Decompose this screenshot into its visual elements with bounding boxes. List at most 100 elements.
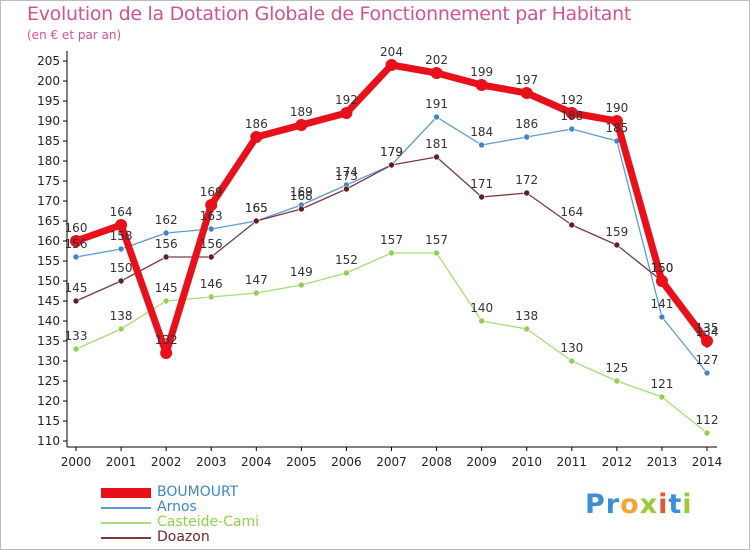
y-tick-label: 180 (37, 154, 60, 168)
proxiti-logo: Proxiti (585, 489, 693, 520)
data-point-boumourt (160, 347, 173, 359)
data-label-arnos: 141 (650, 297, 673, 311)
data-point-arnos (658, 313, 666, 321)
y-tick-label: 155 (37, 254, 60, 268)
data-label-casteide-cami: 133 (65, 329, 88, 343)
data-point-doazon (523, 189, 531, 197)
x-tick-label: 2001 (106, 455, 137, 469)
logo-letter: t (668, 489, 683, 520)
data-label-doazon: 134 (696, 325, 719, 339)
data-label-casteide-cami: 112 (696, 413, 719, 427)
data-point-doazon (478, 193, 485, 201)
data-label-arnos: 163 (200, 209, 223, 223)
data-label-arnos: 169 (290, 185, 313, 199)
data-label-doazon: 156 (200, 237, 223, 251)
data-label-boumourt: 169 (200, 185, 223, 199)
data-point-arnos (478, 141, 485, 149)
data-label-boumourt: 190 (605, 101, 628, 115)
x-tick-label: 2007 (376, 455, 407, 469)
legend-swatch (101, 506, 151, 509)
data-label-boumourt: 199 (470, 65, 493, 79)
data-label-boumourt: 197 (515, 73, 538, 87)
data-point-casteide-cami (433, 249, 440, 257)
data-point-arnos (117, 245, 125, 253)
data-label-doazon: 159 (605, 225, 628, 239)
y-tick-label: 190 (37, 114, 60, 128)
data-label-arnos: 184 (470, 125, 493, 139)
data-label-doazon: 171 (470, 177, 493, 191)
data-label-boumourt: 204 (380, 45, 403, 59)
y-tick-label: 175 (37, 174, 60, 188)
data-label-casteide-cami: 121 (650, 377, 673, 391)
data-label-arnos: 127 (696, 353, 719, 367)
legend-label: Arnos (157, 499, 197, 515)
data-point-casteide-cami (162, 297, 170, 305)
x-tick-label: 2003 (196, 455, 227, 469)
data-point-doazon (343, 185, 350, 193)
data-point-arnos (72, 253, 80, 261)
data-point-boumourt (385, 59, 398, 71)
data-point-arnos (207, 225, 215, 233)
y-tick-label: 150 (37, 274, 60, 288)
logo-letter: P (585, 489, 606, 520)
x-tick-label: 2009 (466, 455, 497, 469)
x-tick-label: 2000 (61, 455, 92, 469)
x-tick-label: 2008 (421, 455, 452, 469)
data-point-casteide-cami (568, 357, 576, 365)
y-tick-label: 195 (37, 94, 60, 108)
data-point-arnos (433, 113, 440, 121)
x-tick-label: 2013 (647, 455, 678, 469)
y-tick-label: 160 (37, 234, 60, 248)
data-label-doazon: 168 (290, 189, 313, 203)
data-point-boumourt (475, 79, 488, 91)
legend-item-doazon: Doazon (101, 530, 259, 545)
legend-label: BOUMOURT (157, 484, 239, 500)
data-label-doazon: 150 (110, 261, 133, 275)
data-point-boumourt (565, 107, 578, 119)
y-tick-label: 110 (37, 434, 60, 448)
x-tick-label: 2011 (557, 455, 588, 469)
legend-item-arnos: Arnos (101, 500, 259, 515)
data-point-casteide-cami (388, 249, 395, 257)
logo-letter: i (682, 489, 693, 520)
data-label-doazon: 165 (245, 201, 268, 215)
data-label-doazon: 173 (335, 169, 358, 183)
data-point-boumourt (205, 199, 218, 211)
data-label-doazon: 156 (155, 237, 178, 251)
data-point-casteide-cami (703, 429, 711, 437)
data-point-arnos (523, 133, 531, 141)
data-label-casteide-cami: 130 (560, 341, 583, 355)
x-tick-label: 2006 (331, 455, 362, 469)
data-label-casteide-cami: 147 (245, 273, 268, 287)
y-tick-label: 115 (37, 414, 60, 428)
data-label-doazon: 181 (425, 137, 448, 151)
data-label-boumourt: 192 (560, 93, 583, 107)
data-label-casteide-cami: 157 (425, 233, 448, 247)
logo-letter: i (658, 489, 669, 520)
data-label-casteide-cami: 146 (200, 277, 223, 291)
y-tick-label: 200 (37, 74, 60, 88)
data-label-doazon: 179 (380, 145, 403, 159)
data-point-doazon (252, 217, 260, 225)
data-point-boumourt (701, 335, 713, 347)
data-point-casteide-cami (523, 325, 531, 333)
data-label-doazon: 150 (650, 261, 673, 275)
data-label-casteide-cami: 157 (380, 233, 403, 247)
data-point-casteide-cami (478, 317, 485, 325)
data-point-boumourt (610, 115, 623, 127)
data-point-boumourt (655, 275, 668, 287)
data-label-boumourt: 192 (335, 93, 358, 107)
data-label-casteide-cami: 152 (335, 253, 358, 267)
data-label-boumourt: 150 (650, 261, 673, 275)
logo-letter: o (620, 489, 640, 520)
data-point-doazon (388, 161, 395, 169)
x-tick-label: 2012 (602, 455, 633, 469)
x-tick-label: 2010 (511, 455, 542, 469)
data-label-boumourt: 132 (155, 333, 178, 347)
logo-letter: r (605, 489, 621, 520)
data-point-casteide-cami (117, 325, 125, 333)
legend-swatch (101, 521, 151, 524)
y-tick-label: 185 (37, 134, 60, 148)
data-point-boumourt (340, 107, 353, 119)
